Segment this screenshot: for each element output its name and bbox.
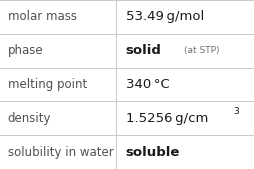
Text: melting point: melting point (8, 78, 87, 91)
Text: 340 °C: 340 °C (126, 78, 169, 91)
Text: (at STP): (at STP) (174, 46, 219, 55)
Text: 1.5256 g/cm: 1.5256 g/cm (126, 112, 208, 125)
Text: phase: phase (8, 44, 43, 57)
Text: density: density (8, 112, 51, 125)
Text: soluble: soluble (126, 146, 180, 159)
Text: 3: 3 (233, 107, 239, 116)
Text: 53.49 g/mol: 53.49 g/mol (126, 10, 204, 23)
Text: solid: solid (126, 44, 162, 57)
Text: molar mass: molar mass (8, 10, 77, 23)
Text: solubility in water: solubility in water (8, 146, 113, 159)
